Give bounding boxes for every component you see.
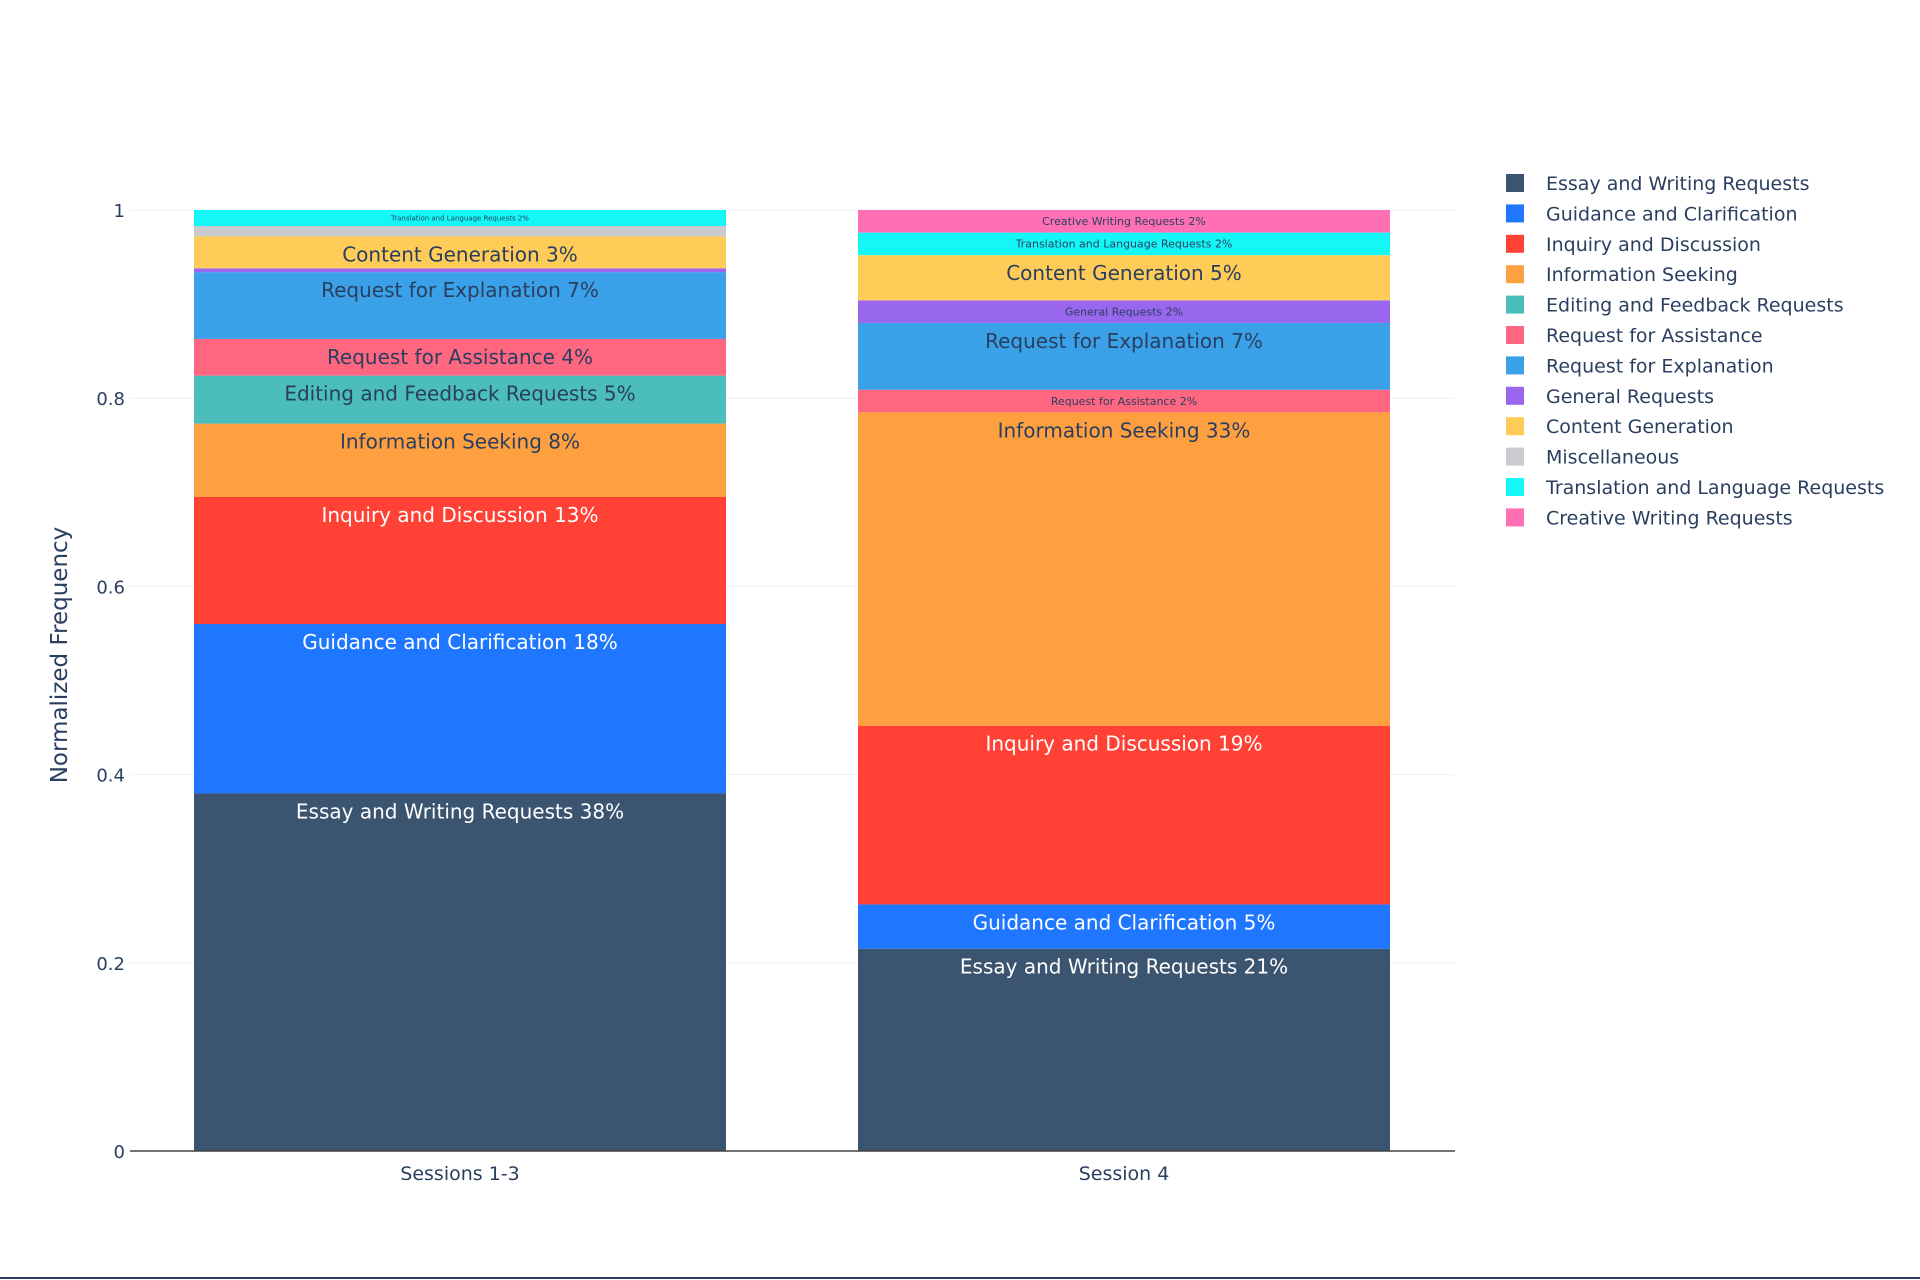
bar-segment (194, 497, 726, 625)
y-tick-label: 0.8 (96, 389, 125, 410)
legend-label: Inquiry and Discussion (1546, 234, 1761, 256)
bar-segment (194, 225, 726, 237)
legend-label: Essay and Writing Requests (1546, 173, 1810, 195)
legend-swatch (1506, 234, 1524, 253)
legend-item[interactable]: Inquiry and Discussion (1506, 234, 1761, 256)
legend[interactable]: Essay and Writing Requests Guidance and C… (1506, 173, 1884, 529)
legend-swatch (1506, 508, 1524, 527)
legend-swatch (1506, 174, 1524, 192)
bar-labels: Essay and Writing Requests 38% Guidance a… (284, 214, 1288, 978)
x-tick-label: Sessions 1-3 (400, 1163, 519, 1185)
bar-segment (858, 322, 1390, 390)
bar-segment (858, 412, 1390, 726)
x-tick-label: Session 4 (1079, 1163, 1170, 1185)
bar-label: Translation and Language Requests 2% (390, 214, 529, 222)
legend-swatch (1506, 356, 1524, 375)
bar-segment (858, 725, 1390, 905)
legend-label: Request for Explanation (1546, 355, 1774, 377)
bar-segment (858, 210, 1390, 233)
bar-label: Essay and Writing Requests 38% (296, 799, 624, 823)
legend-label: Translation and Language Requests (1545, 477, 1884, 499)
bar-label: Guidance and Clarification 18% (302, 630, 618, 654)
legend-item[interactable]: Information Seeking (1506, 264, 1738, 286)
bar-label: Request for Explanation 7% (321, 278, 599, 302)
bar-label: Content Generation 5% (1006, 261, 1242, 285)
legend-label: Creative Writing Requests (1546, 507, 1793, 529)
y-tick-label: 0.6 (96, 577, 125, 598)
legend-label: Guidance and Clarification (1546, 203, 1797, 225)
y-tick-label: 1 (114, 201, 125, 222)
bar-label: Guidance and Clarification 5% (973, 910, 1276, 934)
bar-segment (194, 272, 726, 339)
bar-segment (194, 338, 726, 376)
legend-label: Miscellaneous (1546, 447, 1679, 469)
legend-swatch (1506, 386, 1524, 405)
legend-item[interactable]: Essay and Writing Requests (1506, 173, 1810, 195)
legend-swatch (1506, 326, 1524, 344)
bar-label: Inquiry and Discussion 13% (321, 503, 598, 527)
bar-segment (858, 255, 1390, 301)
bar-segment (858, 232, 1390, 256)
bar-segment (194, 210, 726, 226)
y-tick-label: 0 (114, 1142, 125, 1163)
bar-label: Information Seeking 8% (340, 430, 580, 454)
bar-label: Translation and Language Requests 2% (1015, 238, 1233, 251)
axes: Normalized Frequency 0 0.2 0.4 0.6 0.8 1 Sessi… (47, 201, 1455, 1185)
legend-item[interactable]: Editing and Feedback Requests (1506, 295, 1844, 317)
bar-label: Request for Explanation 7% (985, 329, 1263, 353)
bottom-border (0, 1277, 1920, 1279)
legend-swatch (1506, 417, 1524, 436)
legend-swatch (1506, 265, 1524, 284)
bar-segment (194, 793, 726, 1151)
bar-segment (858, 300, 1390, 323)
bar-label: Inquiry and Discussion 19% (985, 732, 1262, 756)
legend-item[interactable]: Request for Assistance (1506, 325, 1763, 347)
legend-swatch (1506, 295, 1524, 314)
bar-segment (858, 904, 1390, 949)
bar-segment (194, 268, 726, 273)
legend-swatch (1506, 204, 1524, 223)
bar-label: General Requests 2% (1065, 305, 1183, 318)
legend-label: Editing and Feedback Requests (1546, 295, 1844, 317)
bar-label: Information Seeking 33% (998, 418, 1251, 442)
legend-item[interactable]: Miscellaneous (1506, 447, 1679, 469)
legend-item[interactable]: Request for Explanation (1506, 355, 1774, 377)
legend-label: Content Generation (1546, 416, 1734, 438)
y-axis-title: Normalized Frequency (47, 527, 73, 784)
legend-item[interactable]: General Requests (1506, 386, 1714, 408)
y-tick-label: 0.4 (96, 766, 125, 787)
bar-segment (858, 389, 1390, 413)
legend-label: Request for Assistance (1546, 325, 1763, 347)
bar-label: Content Generation 3% (342, 242, 578, 266)
legend-swatch (1506, 478, 1524, 496)
legend-item[interactable]: Translation and Language Requests (1506, 477, 1884, 499)
bar-label: Editing and Feedback Requests 5% (284, 382, 635, 406)
bar-label: Request for Assistance 4% (327, 345, 593, 369)
legend-item[interactable]: Creative Writing Requests (1506, 507, 1793, 529)
legend-label: Information Seeking (1546, 264, 1738, 286)
bar-label: Creative Writing Requests 2% (1042, 215, 1206, 228)
bar-segment (194, 423, 726, 498)
bar-segment (194, 624, 726, 794)
legend-item[interactable]: Guidance and Clarification (1506, 203, 1797, 225)
bar-label: Essay and Writing Requests 21% (960, 955, 1288, 979)
y-tick-label: 0.2 (96, 954, 125, 975)
bar-segment (194, 375, 726, 424)
bar-segment (194, 236, 726, 269)
bar-label: Request for Assistance 2% (1051, 395, 1197, 408)
legend-swatch (1506, 447, 1524, 466)
legend-item[interactable]: Content Generation (1506, 416, 1734, 438)
bars (194, 210, 1390, 1151)
bar-segment (858, 948, 1390, 1151)
legend-label: General Requests (1546, 386, 1714, 408)
